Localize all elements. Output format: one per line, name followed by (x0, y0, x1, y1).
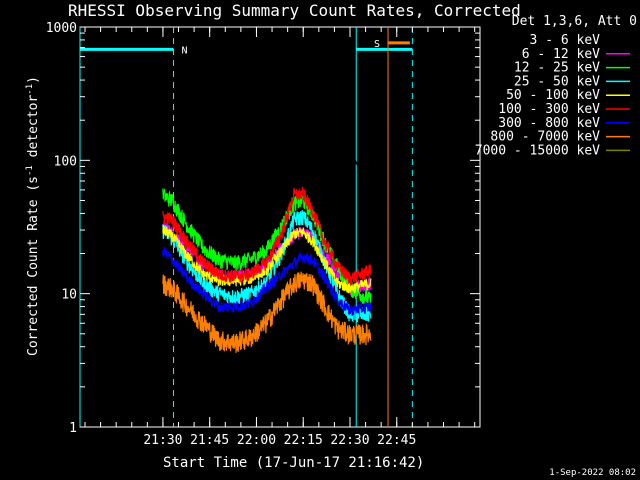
y-axis-label: Corrected Count Rate (s-1 detector-1) (25, 76, 41, 356)
y-tick-label: 100 (54, 154, 77, 169)
series-line (162, 185, 372, 287)
x-tick-label: 22:30 (330, 433, 369, 448)
y-axis-label-part3: ) (26, 76, 41, 84)
legend-label: 3 - 6 keV (530, 33, 601, 48)
legend-label: 100 - 300 keV (498, 102, 600, 117)
legend-label: 7000 - 15000 keV (475, 143, 600, 158)
y-axis-label-part1: Corrected Count Rate (s (26, 176, 41, 356)
saa-label: S (374, 39, 380, 50)
legend-label: 50 - 100 keV (506, 88, 600, 103)
y-axis-label-sup1: -1 (25, 165, 35, 176)
series-line (162, 146, 372, 203)
legend-label: 12 - 25 keV (514, 61, 600, 76)
legend-label: 800 - 7000 keV (490, 130, 600, 145)
series-layer (162, 146, 372, 353)
series-line (162, 271, 372, 353)
x-tick-label: 21:45 (190, 433, 229, 448)
x-axis-label: Start Time (17-Jun-17 21:16:42) (163, 455, 424, 471)
footer-date: 1-Sep-2022 08:02 (549, 468, 636, 478)
series-line (162, 246, 372, 316)
y-axis: 1 10 100 1000 (46, 21, 480, 436)
chart-title: RHESSI Observing Summary Count Rates, Co… (68, 1, 521, 20)
x-tick-label: 21:30 (143, 433, 182, 448)
orbit-annotations: NS (79, 27, 413, 427)
series-line (162, 188, 372, 305)
legend-label: 300 - 800 keV (498, 116, 600, 131)
y-tick-label: 1000 (46, 21, 77, 36)
legend-label: 6 - 12 keV (522, 47, 600, 62)
legend-label: 25 - 50 keV (514, 74, 600, 89)
y-axis-label-part2: detector (26, 95, 41, 166)
series-line (162, 224, 372, 294)
x-tick-label: 22:15 (284, 433, 323, 448)
y-tick-label: 10 (61, 288, 77, 303)
x-axis: 21:30 21:45 22:00 22:15 22:30 22:45 (84, 27, 476, 448)
y-axis-label-sup2: -1 (25, 84, 35, 95)
x-tick-label: 22:45 (377, 433, 416, 448)
legend-title: Det 1,3,6, Att 0 (512, 14, 637, 29)
x-tick-label: 22:00 (237, 433, 276, 448)
night-label: N (182, 45, 188, 56)
y-tick-label: 1 (69, 421, 77, 436)
